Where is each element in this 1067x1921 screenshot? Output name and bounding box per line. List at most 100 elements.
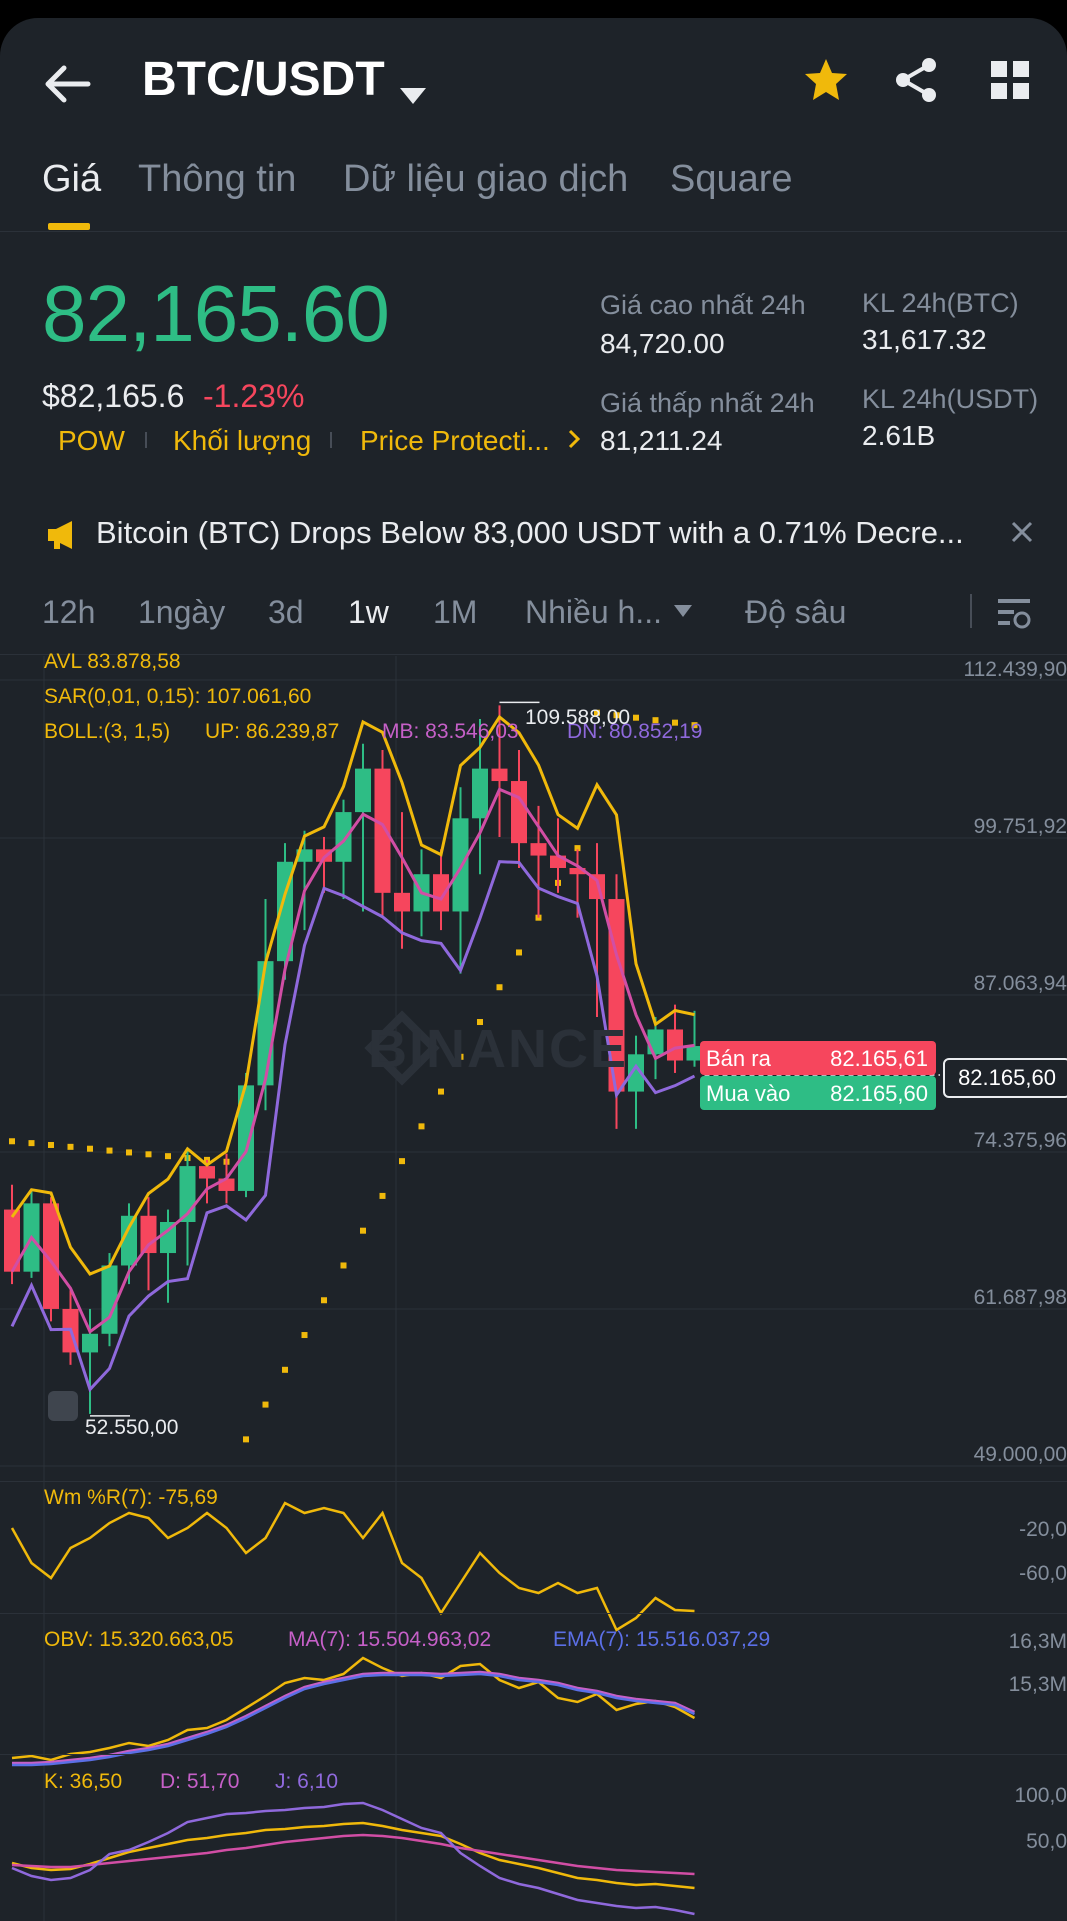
- sar-dot: [672, 719, 678, 726]
- candle-body: [121, 1215, 137, 1266]
- boll-upper-line: [10, 714, 695, 1276]
- sar-dot: [477, 1019, 483, 1026]
- candlestick-chart[interactable]: [0, 18, 1067, 1921]
- candle-body: [667, 1029, 683, 1061]
- sell-price-tag[interactable]: Bán ra 82.165,61: [700, 1041, 936, 1075]
- tag-separator: [330, 432, 332, 448]
- sar-dot: [165, 1153, 171, 1160]
- candle-body: [491, 768, 508, 782]
- candle-body: [199, 1166, 215, 1179]
- sar-dot: [145, 1151, 152, 1158]
- obv-ema-label: EMA(7): 15.516.037,29: [553, 1628, 771, 1651]
- last-price: 82,165.60: [42, 269, 390, 358]
- candle-body: [530, 843, 547, 856]
- candle-body: [101, 1265, 118, 1334]
- candle-body: [394, 892, 410, 912]
- tag-pow[interactable]: POW: [58, 425, 125, 456]
- vol-usdt-label: KL 24h(USDT): [862, 384, 1039, 414]
- tag-price-protection[interactable]: Price Protecti...: [360, 425, 550, 456]
- sar-dot: [28, 1140, 35, 1147]
- sar-dot: [243, 1436, 249, 1443]
- obv-ma-line: [12, 1670, 696, 1765]
- sar-dot: [340, 1262, 347, 1269]
- timeframe-1w[interactable]: 1w: [348, 594, 389, 630]
- candle-body: [433, 874, 449, 912]
- buy-price-tag[interactable]: Mua vào 82.165,60: [700, 1076, 936, 1110]
- candle-body: [569, 867, 586, 875]
- sar-dot: [379, 1192, 386, 1199]
- sar-dot: [574, 845, 581, 852]
- boll-up-label: UP: 86.239,87: [205, 720, 340, 743]
- news-ticker[interactable]: Bitcoin (BTC) Drops Below 83,000 USDT wi…: [96, 515, 964, 550]
- candle-body: [4, 1209, 20, 1272]
- boll-middle-line: [10, 787, 695, 1335]
- vol-btc-label: KL 24h(BTC): [862, 288, 1019, 318]
- sell-label: Bán ra: [706, 1046, 771, 1071]
- watermark-logo: [364, 1010, 440, 1086]
- high-mark: 109.588,00: [525, 706, 631, 729]
- candle-body: [452, 818, 469, 912]
- wr-divider: [0, 1481, 1067, 1482]
- timeframe-12h[interactable]: 12h: [42, 594, 96, 630]
- candle-body: [140, 1215, 157, 1254]
- timeframe-1m[interactable]: 1M: [433, 594, 478, 630]
- tab-trading-data[interactable]: Dữ liệu giao dịch: [343, 158, 629, 200]
- obv-axis-label: 16,3M: [1008, 1630, 1067, 1653]
- obv-ma-label: MA(7): 15.504.963,02: [288, 1628, 492, 1651]
- sar-dot: [613, 712, 620, 719]
- back-button[interactable]: [44, 62, 94, 106]
- low-24h-label: Giá thấp nhất 24h: [600, 388, 815, 418]
- candle-body: [82, 1333, 98, 1353]
- sar-dot: [262, 1401, 269, 1408]
- candle-body: [374, 768, 391, 893]
- buy-value: 82.165,60: [830, 1081, 928, 1106]
- sar-dot: [457, 1053, 464, 1060]
- tab-active-indicator: [48, 223, 90, 230]
- candle-body: [628, 1054, 644, 1092]
- boll-dn-label: DN: 80.852,19: [567, 720, 703, 743]
- candle-body: [647, 1029, 664, 1055]
- kdj-axis-label: 100,0: [1014, 1784, 1067, 1807]
- timeframe-3d[interactable]: 3d: [268, 594, 304, 630]
- axis-label: 99.751,92: [973, 815, 1067, 838]
- kdj-k-line: [11, 1821, 695, 1890]
- tab-square[interactable]: Square: [670, 158, 793, 200]
- sar-dot: [321, 1297, 327, 1304]
- sar-dot: [67, 1143, 74, 1150]
- current-price-marker: 82.165,60: [943, 1058, 1067, 1098]
- candle-body: [686, 1046, 703, 1061]
- kdj-d-label: D: 51,70: [160, 1770, 240, 1793]
- boll-lower-line: [10, 860, 696, 1393]
- price-change: -1.23%: [203, 378, 305, 414]
- axis-label: 87.063,94: [973, 972, 1067, 995]
- obv-divider: [0, 1613, 1067, 1614]
- sar-label: SAR(0,01, 0,15): 107.061,60: [44, 685, 312, 708]
- wr-axis-label: -20,0: [1019, 1518, 1067, 1541]
- sar-dot: [438, 1088, 444, 1095]
- buy-label: Mua vào: [706, 1081, 791, 1106]
- timeframe-1d[interactable]: 1ngày: [138, 594, 226, 630]
- sar-dot: [691, 722, 698, 729]
- wr-axis-label: -60,0: [1019, 1562, 1067, 1585]
- sar-dot: [418, 1123, 425, 1130]
- timeframe-separator: [970, 594, 972, 628]
- sar-dot: [106, 1147, 113, 1154]
- low-mark: 52.550,00: [85, 1416, 179, 1439]
- depth-tab[interactable]: Độ sâu: [745, 594, 847, 630]
- tag-volume[interactable]: Khối lượng: [173, 425, 312, 456]
- tab-info[interactable]: Thông tin: [138, 158, 297, 200]
- timeframe-more[interactable]: Nhiều h...: [525, 594, 662, 630]
- vol-usdt-value: 2.61B: [862, 420, 936, 451]
- back-arrow-icon: [45, 65, 91, 103]
- sar-dot: [496, 984, 503, 991]
- sar-dot: [360, 1227, 366, 1234]
- pair-title[interactable]: BTC/USDT: [142, 53, 385, 106]
- tab-price[interactable]: Giá: [42, 158, 102, 200]
- kdj-d-line: [11, 1833, 695, 1876]
- candle-body: [160, 1221, 176, 1254]
- sar-dot: [48, 1141, 54, 1148]
- boll-label: BOLL:(3, 1,5): [44, 720, 171, 743]
- obv-ema-line: [12, 1672, 696, 1767]
- app-screen: BTC/USDT Giá Thông tin Dữ liệu giao dịch…: [0, 18, 1067, 1921]
- obv-axis-label: 15,3M: [1008, 1673, 1067, 1696]
